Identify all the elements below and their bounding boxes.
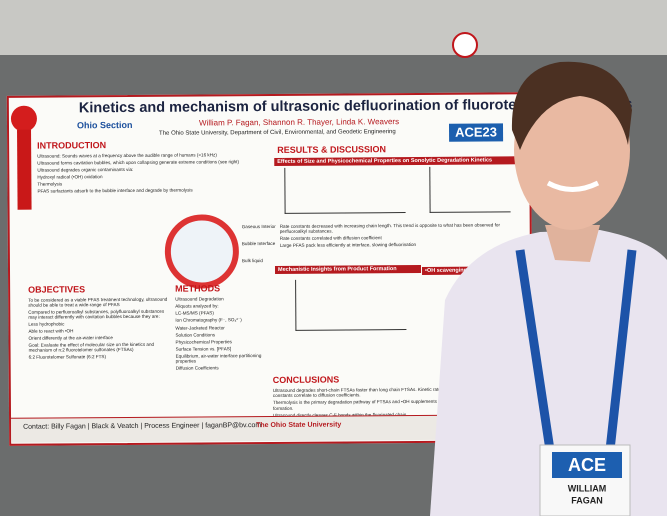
badge-logo (552, 452, 622, 478)
no-smoking-sign (452, 32, 478, 58)
hair (511, 61, 632, 150)
badge-event: ACE (568, 455, 606, 475)
lanyard (515, 249, 637, 451)
smile (546, 180, 600, 192)
neck (545, 225, 600, 262)
badge-name: WILLIAM (568, 483, 607, 493)
badge-name: FAGAN (571, 495, 603, 505)
